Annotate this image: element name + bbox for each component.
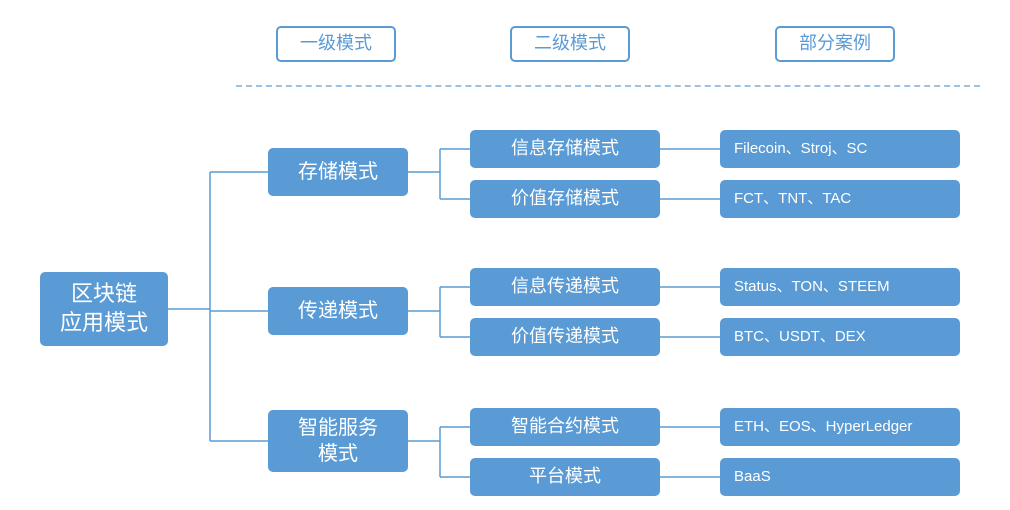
case-node: FCT、TNT、TAC xyxy=(720,180,960,218)
header-level2: 二级模式 xyxy=(510,26,630,62)
case-node: Status、TON、STEEM xyxy=(720,268,960,306)
level2-node: 价值传递模式 xyxy=(470,318,660,356)
level1-node-storage: 存储模式 xyxy=(268,148,408,196)
level1-node-smartservice: 智能服务 模式 xyxy=(268,410,408,472)
case-node: BaaS xyxy=(720,458,960,496)
level2-node: 平台模式 xyxy=(470,458,660,496)
level2-node: 信息传递模式 xyxy=(470,268,660,306)
case-node: Filecoin、Stroj、SC xyxy=(720,130,960,168)
divider-line xyxy=(236,85,980,87)
level1-node-transfer: 传递模式 xyxy=(268,287,408,335)
header-cases: 部分案例 xyxy=(775,26,895,62)
case-node: BTC、USDT、DEX xyxy=(720,318,960,356)
header-level1: 一级模式 xyxy=(276,26,396,62)
case-node: ETH、EOS、HyperLedger xyxy=(720,408,960,446)
root-node: 区块链 应用模式 xyxy=(40,272,168,346)
level2-node: 智能合约模式 xyxy=(470,408,660,446)
level2-node: 信息存储模式 xyxy=(470,130,660,168)
level2-node: 价值存储模式 xyxy=(470,180,660,218)
